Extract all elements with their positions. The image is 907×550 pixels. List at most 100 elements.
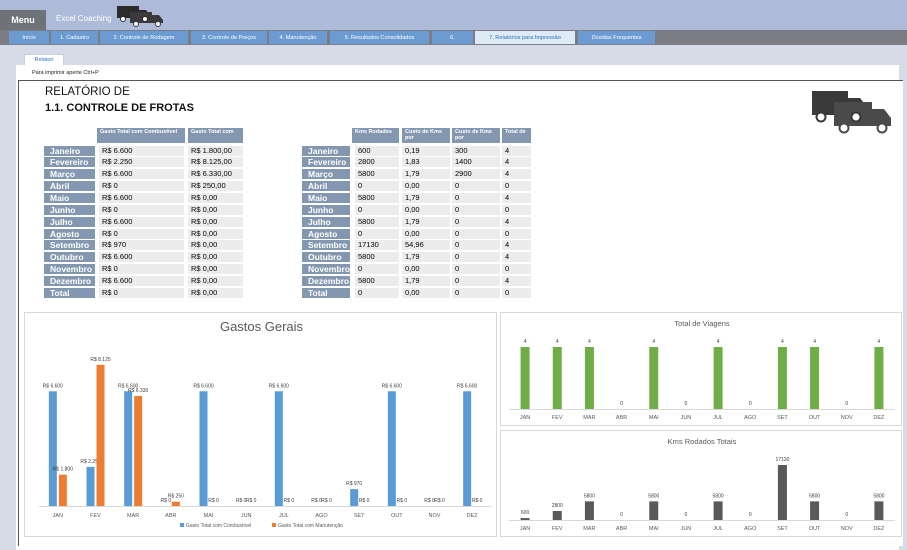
legend-swatch	[272, 523, 276, 527]
chart-title: Total de Viagens	[674, 319, 730, 328]
data-label: 4	[588, 339, 591, 345]
x-tick-label: JUN	[681, 526, 692, 532]
data-label: R$ 0	[246, 498, 257, 504]
data-label: 5800	[713, 493, 724, 499]
cost-per-km-cell: 0	[452, 181, 500, 191]
cost-per-km-cell: 1,79	[402, 193, 450, 203]
tab-relatorios[interactable]: 7. Relatórios para Impressão	[475, 31, 575, 44]
tab-resultados[interactable]: 5. Resultados Consolidados	[330, 31, 429, 44]
row-label: Setembro	[44, 240, 95, 250]
data-label: 4	[524, 339, 527, 345]
cost-per-km-cell: 0	[452, 205, 500, 215]
report-subtitle: 1.1. CONTROLE DE FROTAS	[45, 102, 194, 114]
x-tick-label: FEV	[552, 415, 563, 421]
tab-controle-precos[interactable]: 3. Controle de Preços	[191, 31, 267, 44]
fuel-cost-cell: R$ 0	[99, 181, 184, 191]
column-header: Custo de Kms por	[402, 128, 450, 143]
trips-cell: 4	[502, 252, 531, 262]
x-tick-label: MAI	[649, 526, 659, 532]
bar	[86, 466, 95, 506]
subtab-relatorio[interactable]: Relatori	[24, 54, 64, 65]
x-tick-label: JAN	[520, 526, 530, 532]
bar	[58, 474, 67, 506]
kms-cell: 2800	[355, 157, 399, 167]
x-tick-label: MAI	[204, 513, 214, 519]
cost-per-km-cell: 300	[452, 146, 500, 156]
column-header: Gasto Total com	[188, 128, 243, 143]
fuel-cost-cell: R$ 6.600	[99, 217, 184, 227]
x-tick-label: DEZ	[873, 526, 885, 532]
column-header: Gasto Total com Combustível	[97, 128, 185, 143]
bar	[350, 489, 359, 506]
row-label: Outubro	[302, 252, 350, 262]
maintenance-cost-cell: R$ 0,00	[188, 217, 243, 227]
fuel-cost-cell: R$ 6.600	[99, 252, 184, 262]
x-tick-label: SET	[354, 513, 365, 519]
tab-cadastro[interactable]: 1. Cadastro	[51, 31, 98, 44]
data-label: R$ 0	[208, 498, 219, 504]
kms-cell: 5800	[355, 193, 399, 203]
bar	[48, 391, 57, 506]
kms-rodados-plot: 600 JAN 2800 FEV 5800 MAR 0 ABR 5800 MAI 0 JUN 5800 J…	[509, 457, 895, 532]
legend-label: Gasto Total com Manutenção	[278, 523, 343, 529]
data-label: 5800	[584, 493, 595, 499]
fuel-cost-cell: R$ 0	[99, 288, 184, 298]
cost-per-km-cell: 0	[452, 217, 500, 227]
kms-cell: 5800	[355, 169, 399, 179]
chart-title: Gastos Gerais	[219, 319, 304, 334]
cost-per-km-cell: 0,00	[402, 229, 450, 239]
report-title: RELATÓRIO DE	[45, 86, 130, 98]
sub-bar	[0, 45, 907, 65]
kms-cell: 5800	[355, 217, 399, 227]
trips-cell: 4	[502, 240, 531, 250]
row-label: Dezembro	[44, 276, 95, 286]
cost-per-km-cell: 1,79	[402, 276, 450, 286]
kms-cell: 600	[355, 146, 399, 156]
x-tick-label: ABR	[165, 513, 176, 519]
tab-controle-rodagem[interactable]: 2. Controle de Rodagem	[100, 31, 188, 44]
chart-kms-rodados: Kms Rodados Totais 600 JAN 2800 FEV 5800 MAR 0…	[500, 430, 902, 537]
chart-total-viagens: Total de Viagens 4 JAN 4 FEV 4 MAR 0 ABR 4 MAI 0 JU…	[500, 312, 902, 426]
x-tick-label: MAR	[583, 526, 595, 532]
data-label: R$ 0	[472, 498, 483, 504]
trips-cell: 4	[502, 169, 531, 179]
bar	[520, 347, 530, 409]
cost-per-km-cell: 0,00	[402, 181, 450, 191]
data-label: 0	[749, 512, 752, 518]
fleet-truck-icon	[812, 91, 891, 134]
data-label: 17130	[775, 457, 789, 463]
tab-inicio[interactable]: Início	[9, 31, 49, 44]
data-label: 0	[685, 512, 688, 518]
data-label: R$ 0	[434, 498, 445, 504]
row-label: Janeiro	[302, 146, 350, 156]
x-tick-label: NOV	[841, 415, 853, 421]
maintenance-cost-cell: R$ 8.125,00	[188, 157, 243, 167]
cost-per-km-cell: 1,79	[402, 217, 450, 227]
trips-cell: 0	[502, 264, 531, 274]
cost-per-km-cell: 1,83	[402, 157, 450, 167]
tab-duvidas[interactable]: Dúvidas Frequentes	[578, 31, 655, 44]
row-label: Setembro	[302, 240, 350, 250]
maintenance-cost-cell: R$ 1.800,00	[188, 146, 243, 156]
right-rail	[899, 65, 907, 550]
tab-6[interactable]: 6.	[432, 31, 473, 44]
cost-per-km-cell: 1400	[452, 157, 500, 167]
maintenance-cost-cell: R$ 0,00	[188, 229, 243, 239]
kms-cell: 5800	[355, 276, 399, 286]
fuel-cost-cell: R$ 6.600	[99, 169, 184, 179]
data-label: R$ 0	[359, 498, 370, 504]
data-label: 4	[781, 339, 784, 345]
menu-tab[interactable]: Menu	[0, 10, 46, 30]
x-tick-label: DEZ	[873, 415, 885, 421]
cost-per-km-cell: 0,00	[402, 205, 450, 215]
row-label: Maio	[44, 193, 95, 203]
row-label: Total	[44, 288, 95, 298]
kms-cell: 0	[355, 181, 399, 191]
data-label: R$ 970	[346, 481, 362, 487]
bar	[199, 391, 208, 506]
bar	[777, 347, 787, 409]
tab-manutencao[interactable]: 4. Manutenção	[269, 31, 327, 44]
trips-cell: 0	[502, 181, 531, 191]
data-label: 4	[878, 339, 881, 345]
row-label: Agosto	[302, 229, 350, 239]
